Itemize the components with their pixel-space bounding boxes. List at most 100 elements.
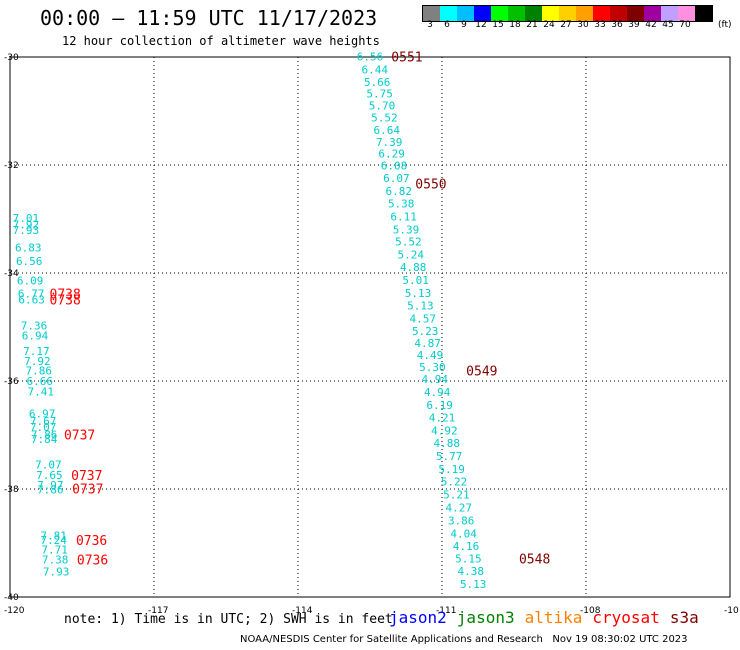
color-scale-unit: (ft) [718,20,732,30]
swh-point: 7.65 [36,469,63,482]
color-swatch [508,6,525,21]
swh-point: 6.07 [383,172,410,185]
swh-point: 7.97 [37,479,64,492]
swh-point: 4.49 [417,349,444,362]
swh-point: 5.13 [460,578,487,591]
pass-time-label: 0549 [466,365,497,380]
legend-item-jason3: jason3 [456,608,515,627]
swh-point: 7.01 [13,212,40,225]
swh-point: 5.75 [366,88,393,101]
legend-item-s3a: s3a [669,608,699,627]
y-tick-label: -36 [4,377,19,387]
x-tick-label: -117 [148,606,168,616]
swh-point: 7.07 [35,459,62,472]
chart-title: 00:00 – 11:59 UTC 11/17/2023 [40,6,378,30]
swh-point: 5.01 [402,274,429,287]
color-swatch [644,6,661,21]
swh-point: 6.97 [29,407,56,420]
color-swatch [491,6,508,21]
swh-point: 5.39 [393,223,420,236]
y-tick-label: -32 [4,161,19,171]
color-swatch-label: 30 [577,20,589,30]
swh-point: 4.21 [429,412,456,425]
swh-point: 7.41 [27,385,54,398]
swh-point: 7.07 [30,421,57,434]
swh-point: 6.66 [27,375,54,388]
y-tick-label: -40 [4,593,19,603]
plot-frame [9,56,731,598]
swh-point: 5.66 [364,76,391,89]
pass-time-label: 0551 [391,50,422,65]
chart-subtitle: 12 hour collection of altimeter wave hei… [62,34,380,48]
color-swatch [423,6,440,21]
swh-point: 7.38 [42,554,69,567]
swh-point: 6.08 [381,160,408,173]
swh-point: 4.57 [410,312,437,325]
swh-point: 5.13 [407,299,434,312]
swh-point: 7.17 [23,345,50,358]
swh-point: 7.86 [31,428,58,441]
swh-point: 4.94 [422,373,449,386]
chart-note: note: 1) Time is in UTC; 2) SWH is in fe… [64,612,393,627]
swh-point: 6.56 [357,50,384,63]
pass-time-label: 0738 [50,293,81,308]
color-swatch [695,6,712,21]
pass-time-label: 0737 [72,482,103,497]
color-swatch [627,6,644,21]
swh-points: 6.566.445.665.755.705.526.647.396.296.08… [13,50,487,591]
swh-point: 5.23 [412,325,439,338]
pass-time-label: 0736 [77,554,108,569]
swh-point: 5.52 [371,111,398,124]
swh-point: 4.87 [414,337,441,350]
swh-point: 6.63 [18,293,45,306]
swh-point: 5.19 [438,463,465,476]
legend-item-cryosat: cryosat [592,608,660,627]
swh-point: 7.71 [41,543,68,556]
color-swatch [661,6,678,21]
swh-point: 6.19 [426,399,453,412]
swh-point: 3.86 [448,514,475,527]
swh-point: 6.56 [16,255,43,268]
color-swatch-label: 21 [526,20,538,30]
swh-point: 4.94 [424,386,451,399]
swh-point: 7.84 [31,433,58,446]
satellite-legend: jason2 jason3 altika cryosat s3a [389,608,709,627]
color-swatch-label: 27 [560,20,572,30]
y-tick-label: -30 [4,53,19,63]
swh-point: 4.88 [434,437,461,450]
pass-time-label: 0737 [64,428,95,443]
color-swatch-label: 9 [461,20,467,30]
color-swatch-label: 33 [594,20,606,30]
color-swatch [457,6,474,21]
swh-point: 6.94 [22,330,49,343]
swh-point: 6.83 [15,242,42,255]
color-scale-bar [422,5,713,22]
swh-point: 4.88 [400,261,427,274]
legend-item-jason2: jason2 [389,608,447,627]
swh-point: 7.86 [26,365,53,378]
y-tick-label: -38 [4,485,19,495]
swh-point: 6.09 [17,275,44,288]
x-tick-label: -108 [580,606,601,616]
swh-point: 7.92 [24,355,51,368]
color-swatch [559,6,576,21]
color-swatch [474,6,491,21]
color-swatch-label: 6 [444,20,450,30]
axis-ticks: -120 -117 -114 -111 -108 -10 -30 -32 -34 -36 -38 -4… [4,53,739,616]
swh-point: 4.04 [450,527,477,540]
swh-point: 4.27 [446,501,473,514]
swh-point: 5.52 [395,236,422,249]
pass-time-label: 0548 [519,553,550,568]
swh-point: 5.13 [405,287,432,300]
pass-time-label: 0737 [71,469,102,484]
color-swatch-label: 18 [509,20,521,30]
swh-point: 5.70 [369,100,396,113]
color-swatch [440,6,457,21]
swh-point: 7.93 [13,224,40,237]
color-swatch-label: 3 [427,20,433,30]
swh-point: 7.92 [13,218,40,231]
color-swatch [576,6,593,21]
color-swatch [610,6,627,21]
swh-point: 7.39 [376,136,403,149]
